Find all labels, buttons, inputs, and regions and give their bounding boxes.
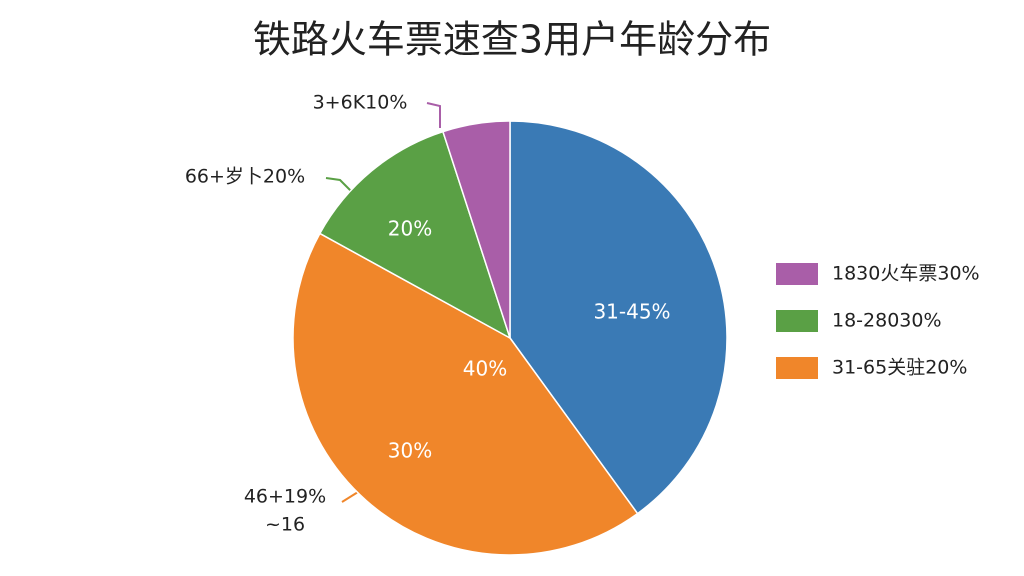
legend-swatch [776, 310, 818, 332]
legend-swatch [776, 263, 818, 285]
legend-swatch [776, 357, 818, 379]
slice-label: 40% [463, 357, 507, 381]
callout-label: ~16 [265, 514, 305, 536]
chart-title: 铁路火车票速查3用户年龄分布 [253, 18, 771, 62]
slice-label: 20% [388, 217, 432, 241]
legend-label: 1830火车票30% [832, 263, 980, 285]
callout-label: 66+岁卜20% [185, 166, 305, 188]
slice-label: 31-45% [593, 300, 670, 324]
pie-slice [292, 232, 639, 556]
callout-label: 46+19% [244, 486, 326, 508]
legend-label: 31-65关驻20% [832, 357, 967, 379]
legend-label: 18-28030% [832, 310, 942, 332]
leader-line [426, 102, 441, 128]
pie-slice [509, 120, 728, 515]
leader-line [341, 491, 359, 503]
leader-line [325, 177, 353, 193]
slice-label: 30% [388, 439, 432, 463]
callout-label: 3+6K10% [313, 92, 408, 114]
pie-slice [441, 120, 511, 339]
pie-slice [318, 130, 512, 340]
